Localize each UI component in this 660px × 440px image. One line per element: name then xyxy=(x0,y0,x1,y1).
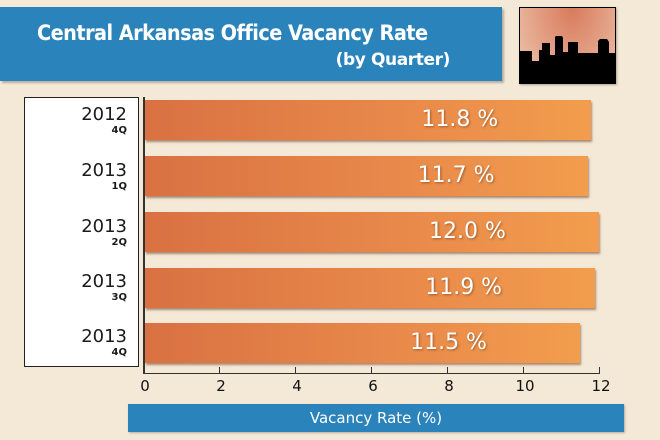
x-axis-title: Vacancy Rate (%) xyxy=(309,409,443,427)
x-tick-label: 4 xyxy=(292,377,302,395)
category-label: 2012 4Q xyxy=(81,106,127,137)
chart-subtitle: (by Quarter) xyxy=(335,50,451,70)
bar-value-label: 11.5 % xyxy=(410,330,487,355)
bar-value-label: 11.7 % xyxy=(417,163,495,188)
x-tick xyxy=(295,367,296,374)
bar: 11.7 % xyxy=(145,156,588,196)
category-year: 2013 xyxy=(81,216,127,237)
x-tick xyxy=(371,367,372,374)
category-label: 2013 1Q xyxy=(81,162,127,193)
x-tick xyxy=(599,367,600,374)
bar: 12.0 % xyxy=(145,212,599,252)
x-tick xyxy=(523,367,524,374)
category-label-panel: 2012 4Q 2013 1Q 2013 2Q 2013 3Q 2013 4Q xyxy=(24,97,139,367)
bar-value-label: 12.0 % xyxy=(429,219,506,244)
category-quarter: 4Q xyxy=(111,125,127,136)
x-tick xyxy=(143,367,144,374)
category-quarter: 2Q xyxy=(111,237,127,248)
bar: 11.8 % xyxy=(145,100,592,140)
category-quarter: 3Q xyxy=(111,292,127,303)
category-year: 2013 xyxy=(81,326,127,347)
category-year: 2013 xyxy=(81,271,127,292)
y-axis-line xyxy=(143,97,145,373)
chart-title: Central Arkansas Office Vacancy Rate xyxy=(37,21,428,45)
category-label: 2013 4Q xyxy=(81,328,127,359)
x-tick-label: 0 xyxy=(140,377,150,395)
x-tick xyxy=(447,367,448,374)
category-quarter: 4Q xyxy=(111,347,127,358)
x-axis-title-banner: Vacancy Rate (%) xyxy=(128,404,624,432)
bar: 11.9 % xyxy=(145,268,596,308)
bar: 11.5 % xyxy=(145,323,581,363)
category-year: 2013 xyxy=(81,160,127,181)
x-tick-label: 10 xyxy=(515,377,535,395)
x-tick-label: 12 xyxy=(591,377,611,395)
city-skyline-icon xyxy=(519,7,616,84)
category-label: 2013 2Q xyxy=(81,218,127,249)
bar-value-label: 11.8 % xyxy=(421,107,499,132)
x-tick-label: 6 xyxy=(368,377,378,395)
category-quarter: 1Q xyxy=(111,181,127,192)
title-banner: Central Arkansas Office Vacancy Rate (by… xyxy=(0,7,502,81)
bar-value-label: 11.9 % xyxy=(425,275,503,300)
x-tick xyxy=(219,367,220,374)
category-label: 2013 3Q xyxy=(81,273,127,304)
x-tick-label: 2 xyxy=(216,377,226,395)
x-tick-label: 8 xyxy=(444,377,454,395)
category-year: 2012 xyxy=(81,104,127,125)
